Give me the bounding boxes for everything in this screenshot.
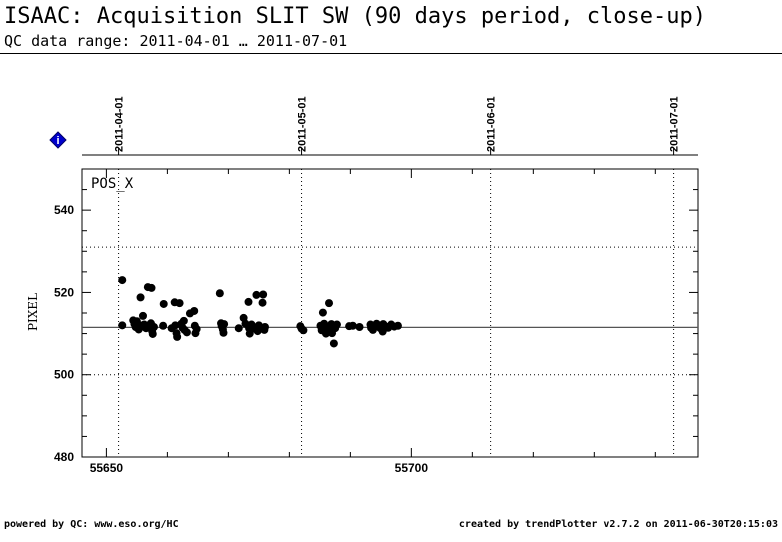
date-tick-label: 2011-07-01 bbox=[669, 96, 681, 152]
data-point bbox=[325, 299, 334, 308]
data-point bbox=[329, 339, 338, 348]
data-point bbox=[299, 326, 308, 335]
x-tick-label: 55700 bbox=[395, 461, 429, 475]
data-point bbox=[132, 317, 141, 326]
data-points bbox=[118, 276, 402, 348]
y-tick-label: 520 bbox=[54, 285, 74, 299]
data-point bbox=[368, 325, 377, 334]
data-point bbox=[192, 325, 201, 334]
y-tick-label: 500 bbox=[54, 368, 74, 382]
plot-frame bbox=[81, 168, 699, 458]
data-point bbox=[252, 290, 261, 299]
data-point bbox=[173, 332, 182, 341]
footer-created-by: created by trendPlotter v2.7.2 on 2011-0… bbox=[458, 519, 778, 530]
date-axis: 2011-04-01 2011-05-01 2011-06-01 2011-07-01 bbox=[82, 96, 698, 156]
data-point bbox=[182, 328, 191, 337]
data-point bbox=[138, 311, 147, 320]
data-point bbox=[332, 320, 341, 329]
y-tick-label: 480 bbox=[54, 450, 74, 464]
date-tick-label: 2011-05-01 bbox=[297, 96, 309, 152]
data-point bbox=[244, 297, 253, 306]
data-point bbox=[118, 321, 127, 330]
x-tick-label: 55650 bbox=[90, 461, 124, 475]
data-point bbox=[234, 324, 243, 333]
data-point bbox=[260, 322, 269, 331]
data-point bbox=[149, 322, 158, 331]
data-point bbox=[171, 321, 180, 330]
data-point bbox=[147, 283, 156, 292]
data-point bbox=[259, 290, 268, 299]
data-point bbox=[190, 306, 199, 315]
info-diamond-icon[interactable]: i bbox=[49, 131, 67, 149]
data-point bbox=[355, 322, 364, 331]
data-point bbox=[219, 328, 228, 337]
data-point bbox=[118, 276, 127, 285]
data-point bbox=[348, 321, 357, 330]
data-point bbox=[136, 293, 145, 302]
chart-axes: 55650 55700 480 500 520 540 bbox=[54, 168, 699, 475]
data-point bbox=[220, 320, 229, 329]
data-point bbox=[318, 308, 327, 317]
data-point bbox=[148, 329, 157, 338]
data-point bbox=[175, 299, 184, 308]
info-icon-text: i bbox=[56, 135, 59, 147]
page-subtitle: QC data range: 2011-04-01 … 2011-07-01 bbox=[4, 32, 348, 50]
data-point bbox=[393, 321, 402, 330]
page-title: ISAAC: Acquisition SLIT SW (90 days peri… bbox=[4, 4, 706, 29]
date-tick-label: 2011-04-01 bbox=[114, 96, 126, 152]
data-point bbox=[258, 298, 267, 307]
date-tick-label: 2011-06-01 bbox=[486, 96, 498, 152]
panel-label: POS_X bbox=[91, 176, 134, 192]
y-tick-label: 540 bbox=[54, 203, 74, 217]
y-axis-label: PIXEL bbox=[26, 293, 40, 331]
title-rule bbox=[0, 53, 782, 54]
data-point bbox=[179, 316, 188, 325]
data-point bbox=[215, 289, 224, 298]
chart-grid bbox=[82, 169, 698, 457]
data-point bbox=[159, 321, 168, 330]
footer-powered-by: powered by QC: www.eso.org/HC bbox=[4, 519, 179, 530]
data-point bbox=[159, 299, 168, 308]
